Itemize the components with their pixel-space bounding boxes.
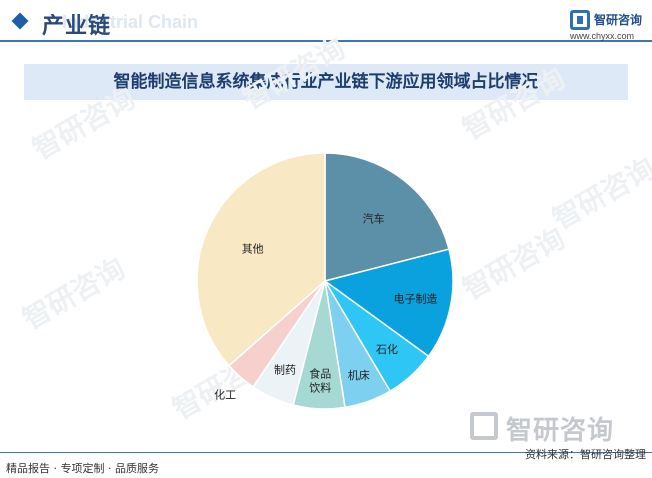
watermark-text-0: 智研咨询 [27,81,141,166]
footer-divider [0,452,652,453]
watermark-text-6: 智研咨询 [547,151,652,236]
brand-watermark-text: 智研咨询 [506,416,615,446]
watermark-text-2: 智研咨询 [457,61,571,146]
pie-slices [196,152,454,410]
pie-label-3: 机床 [348,368,370,382]
header-subtitle: Industrial Chain [62,12,199,32]
pie-slice-7 [196,152,326,367]
chart-title: 智能制造信息系统集成行业产业链下游应用领域占比情况 [113,72,539,92]
brand-watermark: 智研咨询 [470,410,650,448]
brand-watermark-icon [470,412,498,440]
header: Industrial Chain 产业链 智研咨询 www.chyxx.com [0,0,652,46]
pie-label-2: 石化 [376,342,398,356]
pie-slice-1 [323,248,454,358]
pie-label-0: 汽车 [363,211,385,225]
pie-label-6: 化工 [214,387,236,401]
header-divider [0,40,652,42]
pie-label-7: 其他 [242,242,264,255]
watermark-text-4: 智研咨询 [457,221,571,306]
logo-name: 智研咨询 [594,13,643,27]
footer-tagline: 精品报告 · 专项定制 · 品质服务 [6,462,159,475]
pie-label-4: 食品饮料 [309,367,331,395]
watermark-text-3: 智研咨询 [17,251,131,336]
watermark-text-1: 智研咨询 [237,31,351,116]
logo-mark-icon [570,10,590,30]
company-logo: 智研咨询 www.chyxx.com [560,8,650,42]
pie-slice-0 [324,152,450,282]
logo-url: www.chyxx.com [570,31,635,41]
chart-title-bar: 智能制造信息系统集成行业产业链下游应用领域占比情况 [24,64,628,100]
pie-label-1: 电子制造 [394,291,438,305]
footer-source: 资料来源：智研咨询整理 [525,448,646,461]
pie-label-5: 制药 [274,364,296,377]
header-title: 产业链 [42,14,112,39]
